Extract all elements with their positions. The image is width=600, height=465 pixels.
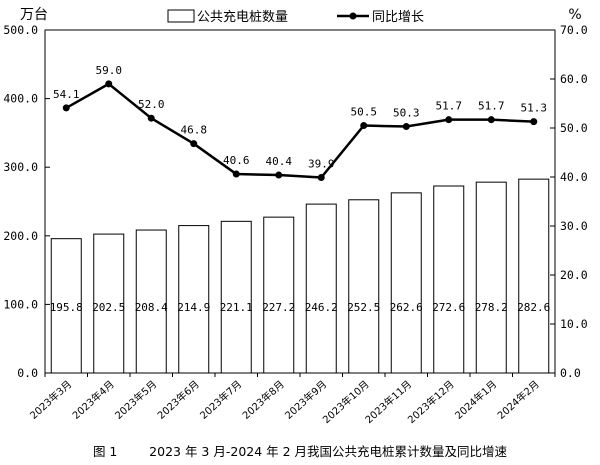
growth-value-label: 59.0 — [96, 64, 123, 77]
bar-value-label: 282.6 — [517, 301, 550, 314]
x-tick-label: 2023年3月 — [27, 378, 74, 422]
left-tick-label: 400.0 — [3, 92, 38, 106]
bar-value-label: 208.4 — [135, 301, 168, 314]
left-tick-label: 500.0 — [3, 23, 38, 37]
growth-point — [317, 173, 325, 181]
right-tick-label: 60.0 — [560, 72, 588, 86]
caption-text: 2023 年 3 月-2024 年 2 月我国公共充电桩累计数量及同比增速 — [149, 444, 508, 459]
growth-value-label: 40.6 — [223, 154, 250, 167]
growth-point — [105, 80, 113, 88]
legend-line-label: 同比增长 — [372, 10, 424, 25]
x-tick-label: 2023年12月 — [405, 378, 457, 427]
bar — [263, 216, 295, 374]
growth-value-label: 50.5 — [351, 106, 378, 119]
bar-value-label: 202.5 — [92, 301, 125, 314]
growth-point — [530, 118, 538, 126]
growth-value-label: 51.7 — [478, 100, 505, 113]
bar-value-label: 214.9 — [177, 301, 210, 314]
bar — [518, 178, 550, 374]
legend-line-marker — [349, 12, 357, 20]
growth-point — [445, 116, 453, 124]
left-tick-label: 200.0 — [3, 229, 38, 243]
growth-polyline — [65, 82, 534, 179]
chart: 0.0 100.0 200.0 300.0 400.0 500.0 0.0 10.0 20.0 3… — [3, 7, 588, 427]
x-tick-label: 2023年8月 — [240, 378, 287, 422]
growth-value-label: 52.0 — [138, 98, 165, 111]
growth-value-label: 50.3 — [393, 107, 420, 120]
legend-bar-swatch — [167, 9, 195, 23]
bar — [50, 238, 82, 374]
growth-point — [62, 104, 70, 112]
growth-point — [360, 122, 368, 130]
growth-point — [275, 171, 283, 179]
bar-value-label: 195.8 — [50, 301, 83, 314]
growth-value-label: 54.1 — [53, 88, 80, 101]
caption-label: 图 1 — [92, 444, 118, 459]
data-labels: 195.8 202.5 208.4 214.9 221.1 227.2 246.2 252.5… — [50, 64, 551, 314]
bars — [50, 178, 550, 374]
growth-value-label: 51.3 — [521, 102, 548, 115]
right-tick-label: 40.0 — [560, 170, 588, 184]
bar-value-label: 227.2 — [262, 301, 295, 314]
left-tick-label: 300.0 — [3, 160, 38, 174]
bar — [433, 185, 465, 374]
bar — [475, 181, 507, 374]
right-tick-label: 30.0 — [560, 219, 588, 233]
bar — [390, 192, 422, 374]
figure-caption: 图 1 2023 年 3 月-2024 年 2 月我国公共充电桩累计数量及同比增… — [0, 441, 600, 460]
left-axis-unit: 万台 — [20, 7, 48, 23]
left-tick-label: 0.0 — [17, 366, 38, 380]
growth-value-label: 39.9 — [308, 157, 335, 170]
bar — [93, 233, 125, 374]
growth-point — [190, 140, 198, 148]
right-tick-label: 70.0 — [560, 23, 588, 37]
x-tick-label: 2023年9月 — [282, 378, 329, 422]
growth-point — [402, 123, 410, 131]
bar — [178, 225, 210, 374]
bar — [220, 220, 252, 374]
bar-value-label: 272.6 — [432, 301, 465, 314]
x-tick-label: 2024年2月 — [495, 378, 542, 422]
legend-bar-label: 公共充电桩数量 — [197, 9, 288, 25]
x-tick-label: 2023年6月 — [155, 378, 202, 422]
bar — [348, 199, 380, 374]
bar-value-label: 278.2 — [475, 301, 508, 314]
growth-point — [487, 116, 495, 124]
bar — [305, 203, 337, 374]
right-tick-label: 0.0 — [560, 366, 581, 380]
right-tick-label: 50.0 — [560, 121, 588, 135]
right-axis-unit: % — [568, 7, 581, 23]
right-tick-label: 20.0 — [560, 268, 588, 282]
bar-value-label: 262.6 — [390, 301, 423, 314]
x-tick-label: 2023年4月 — [70, 378, 117, 422]
growth-value-label: 51.7 — [436, 100, 463, 113]
right-tick-label: 10.0 — [560, 317, 588, 331]
bar — [135, 229, 167, 374]
growth-value-label: 46.8 — [181, 124, 208, 137]
growth-point — [147, 114, 155, 122]
bar-value-label: 221.1 — [220, 301, 253, 314]
growth-line — [62, 80, 538, 181]
x-tick-label: 2024年1月 — [452, 378, 499, 422]
bar-value-label: 246.2 — [305, 301, 338, 314]
growth-value-label: 40.4 — [266, 155, 293, 168]
growth-point — [232, 170, 240, 178]
x-tick-label: 2023年7月 — [197, 378, 244, 422]
x-tick-label: 2023年5月 — [112, 378, 159, 422]
bar-value-label: 252.5 — [347, 301, 380, 314]
legend: 公共充电桩数量 同比增长 — [167, 9, 424, 25]
left-tick-label: 100.0 — [3, 297, 38, 311]
